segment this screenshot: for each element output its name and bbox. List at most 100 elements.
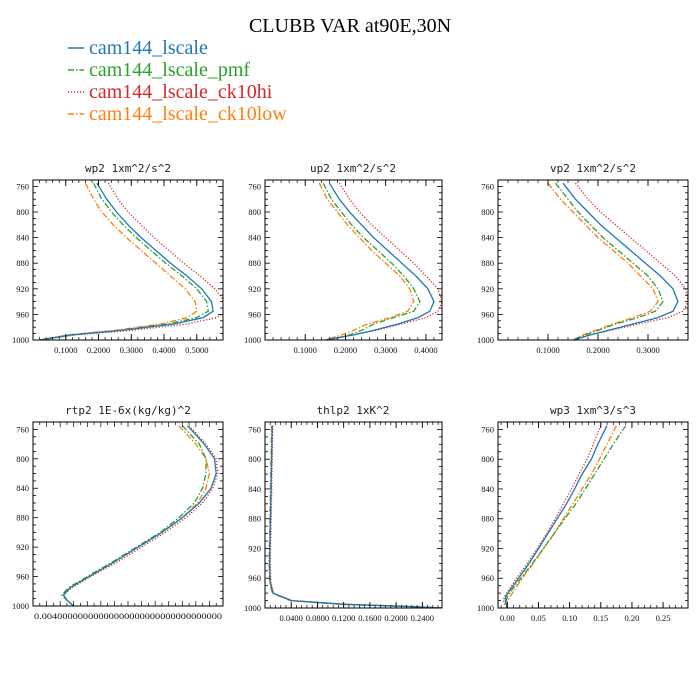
panel-title: up2 1xm^2/s^2 (310, 162, 396, 175)
y-tick-label: 800 (248, 207, 261, 217)
y-tick-label: 920 (16, 284, 29, 294)
y-tick-label: 880 (248, 514, 261, 524)
x-tick-label: 0.0800 (306, 613, 329, 623)
y-tick-label: 800 (16, 454, 29, 464)
panel-title: wp2 1xm^2/s^2 (85, 162, 171, 175)
y-tick-label: 960 (16, 309, 29, 319)
x-tick-label: 0.2000 (384, 613, 407, 623)
x-tick-label: 0.1000 (54, 345, 77, 355)
panel-title: thlp2 1xK^2 (317, 404, 390, 417)
series-line (268, 425, 442, 608)
series-line (502, 425, 602, 608)
series-group (60, 425, 219, 606)
series-group (39, 182, 223, 340)
y-tick-label: 840 (481, 233, 494, 243)
x-tick-label: 0.00 (500, 613, 515, 623)
y-tick-label: 840 (16, 483, 29, 493)
panel-title: vp2 1xm^2/s^2 (550, 162, 636, 175)
legend-entry: cam144_lscale (68, 37, 208, 59)
y-tick-label: 960 (481, 573, 494, 583)
series-line (62, 425, 217, 606)
y-tick-label: 920 (481, 284, 494, 294)
y-tick-label: 760 (16, 181, 29, 191)
x-tick-label: 0.2400 (411, 613, 434, 623)
y-tick-label: 760 (248, 181, 261, 191)
x-tick-label: 0.2000 (586, 345, 609, 355)
series-line (547, 182, 659, 340)
y-tick-label: 840 (248, 233, 261, 243)
y-tick-label: 880 (481, 258, 494, 268)
y-tick-label: 960 (481, 309, 494, 319)
series-line (562, 182, 679, 340)
x-tick-label: 0.4000 (414, 345, 437, 355)
series-line (39, 182, 223, 340)
x-tick-label: 0.1200 (332, 613, 355, 623)
x-tick-label: 0.15 (593, 613, 608, 623)
y-tick-label: 880 (16, 258, 29, 268)
x-tick-label: 0.3000 (120, 345, 143, 355)
y-tick-label: 920 (248, 284, 261, 294)
legend-label: cam144_lscale_pmf (89, 59, 250, 81)
x-tick-label: 0.2000 (334, 345, 357, 355)
y-tick-label: 760 (481, 181, 494, 191)
chart-panel: wp3 1xm^3/s^3 760 800 840 880 920 960 1000 0.00 0… (477, 404, 689, 623)
plot-frame (32, 421, 224, 607)
y-tick-label: 1000 (244, 603, 261, 613)
series-line (39, 182, 214, 340)
x-tick-label: 0.3000 (374, 345, 397, 355)
chart-panel: vp2 1xm^2/s^2 760 800 840 880 920 960 1000 0.100… (477, 162, 689, 355)
plot-frame (264, 421, 443, 609)
y-tick-label: 800 (248, 454, 261, 464)
legend: cam144_lscale cam144_lscale_pmf cam144_l… (68, 37, 287, 125)
x-tick-label: 0.0400 (280, 613, 303, 623)
x-tick-label: 0.1000 (294, 345, 317, 355)
series-group (502, 425, 627, 608)
series-line (318, 182, 415, 340)
x-tick-label: 0.1600 (358, 613, 381, 623)
x-tick-label: 0.4000 (152, 345, 175, 355)
series-line (268, 425, 442, 608)
y-tick-label: 1000 (477, 335, 494, 345)
y-tick-label: 880 (248, 258, 261, 268)
y-tick-label: 920 (16, 542, 29, 552)
y-tick-label: 1000 (477, 603, 494, 613)
legend-label: cam144_lscale_ck10hi (89, 81, 273, 103)
legend-label: cam144_lscale_ck10low (89, 103, 287, 125)
series-line (269, 425, 442, 608)
y-tick-label: 880 (16, 513, 29, 523)
x-tick-label: 0.3000 (636, 345, 659, 355)
y-tick-label: 1000 (12, 335, 29, 345)
panel-grid: wp2 1xm^2/s^276080084088092096010000.100… (12, 162, 689, 623)
series-line (322, 182, 421, 340)
y-tick-label: 800 (481, 454, 494, 464)
x-tick-label: 0.5000 (185, 345, 208, 355)
series-group (547, 182, 688, 340)
x-tick-label: 0.00400000000000000000000000000000000 (34, 611, 222, 621)
x-tick-label: 0.10 (562, 613, 577, 623)
x-tick-label: 0.1000 (536, 345, 559, 355)
panel-title: wp3 1xm^3/s^3 (550, 404, 636, 417)
y-tick-label: 760 (248, 424, 261, 434)
y-tick-label: 880 (481, 514, 494, 524)
y-tick-label: 840 (16, 233, 29, 243)
series-line (554, 182, 664, 340)
y-tick-label: 960 (16, 572, 29, 582)
y-tick-label: 760 (16, 424, 29, 434)
y-tick-label: 760 (481, 424, 494, 434)
series-line (39, 182, 210, 340)
x-tick-label: 0.20 (624, 613, 639, 623)
series-group (268, 425, 442, 608)
x-tick-label: 0.25 (656, 613, 671, 623)
legend-entry: cam144_lscale_ck10low (68, 103, 287, 125)
plot-frame (32, 179, 224, 341)
series-line (60, 425, 207, 606)
y-tick-label: 960 (248, 573, 261, 583)
x-tick-label: 0.05 (531, 613, 546, 623)
y-tick-label: 1000 (244, 335, 261, 345)
series-line (325, 182, 442, 340)
y-tick-label: 840 (248, 484, 261, 494)
chart-panel: up2 1xm^2/s^2 760 800 840 880 920 960 1000 0.100… (244, 162, 443, 355)
series-line (505, 425, 627, 608)
legend-entry: cam144_lscale_ck10hi (68, 81, 273, 103)
